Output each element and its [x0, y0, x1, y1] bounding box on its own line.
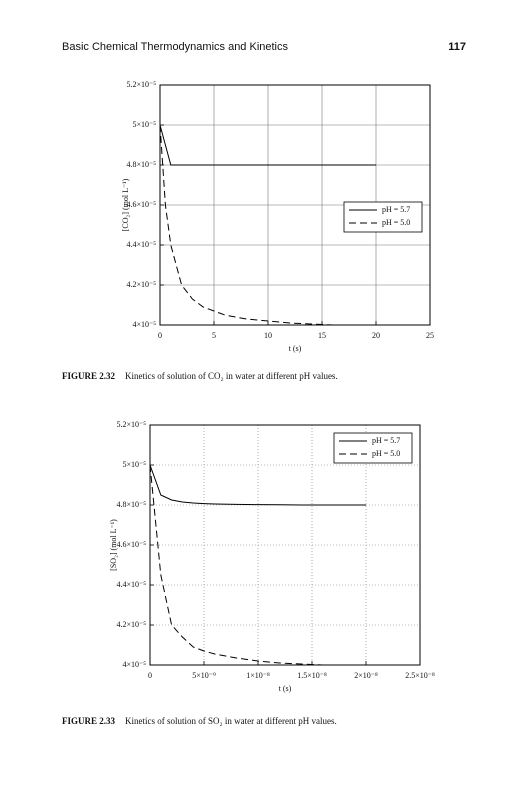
caption-label: FIGURE 2.33	[62, 716, 116, 726]
x-tick-label: 0	[158, 331, 162, 340]
legend-label: pH = 5.7	[372, 436, 400, 445]
y-tick-label: 5.2×10⁻⁵	[116, 420, 146, 429]
legend-box	[343, 201, 423, 233]
x-tick-label: 1×10⁻⁸	[246, 671, 270, 680]
figure-caption: FIGURE 2.33 Kinetics of solution of SO₂ i…	[62, 716, 337, 726]
data-line	[159, 124, 376, 326]
x-tick-label: 2.5×10⁻⁸	[405, 671, 435, 680]
y-tick-label: 5×10⁻⁵	[132, 120, 156, 129]
y-tick-label: 5×10⁻⁵	[122, 460, 146, 469]
legend-box	[333, 432, 413, 464]
caption-label: FIGURE 2.32	[62, 371, 116, 381]
y-tick-label: 4.8×10⁻⁵	[116, 500, 146, 509]
caption-text: Kinetics of solution of SO₂ in water at …	[125, 716, 337, 726]
legend-label: pH = 5.7	[382, 205, 410, 214]
y-axis-label: [CO₂] (mol L⁻¹)	[121, 178, 130, 231]
plot-frame	[159, 84, 431, 326]
y-tick-label: 4.8×10⁻⁵	[126, 160, 156, 169]
x-tick-label: 1.5×10⁻⁸	[297, 671, 327, 680]
legend-label: pH = 5.0	[372, 449, 400, 458]
caption-text: Kinetics of solution of CO₂ in water at …	[125, 371, 338, 381]
y-tick-label: 4.2×10⁻⁵	[126, 280, 156, 289]
x-axis-label: t (s)	[289, 344, 302, 353]
y-tick-label: 5.2×10⁻⁵	[126, 80, 156, 89]
y-axis-label: [SO₂] (mol L⁻¹)	[109, 519, 118, 571]
y-tick-label: 4.2×10⁻⁵	[116, 620, 146, 629]
x-tick-label: 15	[318, 331, 326, 340]
data-line	[149, 464, 366, 666]
y-tick-label: 4.4×10⁻⁵	[116, 580, 146, 589]
x-axis-label: t (s)	[279, 684, 292, 693]
figure-caption: FIGURE 2.32 Kinetics of solution of CO₂ i…	[62, 371, 338, 381]
running-header: Basic Chemical Thermodynamics and Kineti…	[62, 41, 288, 53]
x-tick-label: 25	[426, 331, 434, 340]
x-tick-label: 0	[148, 671, 152, 680]
y-tick-label: 4×10⁻⁵	[122, 660, 146, 669]
y-tick-label: 4×10⁻⁵	[132, 320, 156, 329]
x-tick-label: 10	[264, 331, 272, 340]
y-tick-label: 4.4×10⁻⁵	[126, 240, 156, 249]
data-line	[149, 464, 366, 506]
plot-frame	[149, 424, 421, 666]
page-number: 117	[448, 41, 466, 53]
x-tick-label: 20	[372, 331, 380, 340]
x-tick-label: 5	[212, 331, 216, 340]
data-line	[159, 124, 376, 166]
y-tick-label: 4.6×10⁻⁵	[116, 540, 146, 549]
x-tick-label: 2×10⁻⁸	[354, 671, 378, 680]
x-tick-label: 5×10⁻⁹	[192, 671, 216, 680]
y-tick-label: 4.6×10⁻⁵	[126, 200, 156, 209]
legend-label: pH = 5.0	[382, 218, 410, 227]
